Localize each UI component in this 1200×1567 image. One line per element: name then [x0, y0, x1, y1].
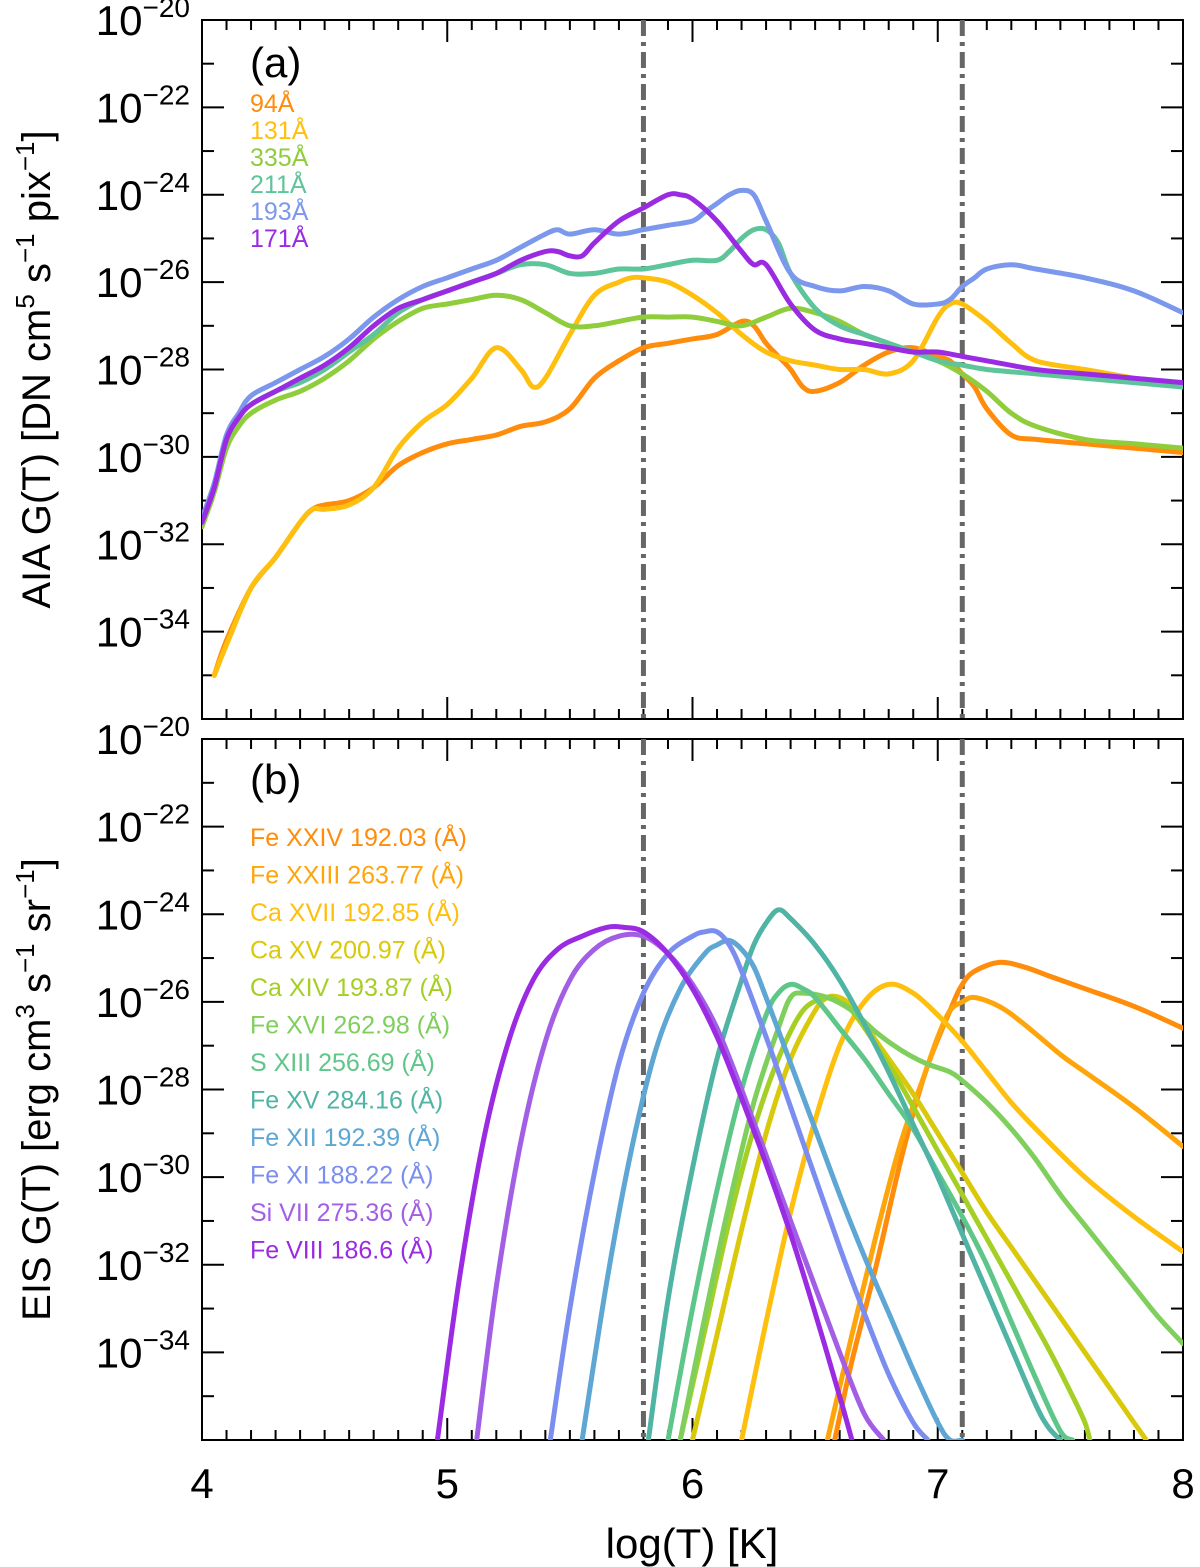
legend-entry: Fe XII 192.39 (Å): [250, 1122, 440, 1152]
y-tick-label: 10−26: [96, 254, 190, 306]
y-tick-label: 10−24: [96, 886, 190, 938]
series-line: [665, 981, 1076, 1440]
y-tick-label: 10−30: [96, 1149, 190, 1201]
y-tick-label: 10−34: [96, 604, 190, 656]
legend-entry: Fe XVI 262.98 (Å): [250, 1010, 450, 1040]
y-tick-label: 10−32: [96, 516, 190, 568]
y-tick-label: 10−22: [96, 799, 190, 851]
y-tick-label: 10−20: [96, 0, 190, 44]
series-group: [202, 187, 1183, 678]
legend-entry: Fe XXIV 192.03 (Å): [250, 822, 467, 852]
series-line: [690, 993, 1149, 1440]
y-tick-label: 10−24: [96, 167, 190, 219]
series-line: [579, 937, 965, 1440]
series-line: [739, 981, 1183, 1440]
legend-entry: Fe VIII 186.6 (Å): [250, 1235, 433, 1265]
x-tick-label: 8: [1171, 1460, 1194, 1507]
y-tick-label: 10−22: [96, 79, 190, 131]
series-line: [547, 928, 931, 1440]
y-tick-label: 10−30: [96, 429, 190, 481]
legend-entry: Ca XVII 192.85 (Å): [250, 897, 460, 927]
y-axis-label: EIS G(T) [erg cm3 s−1 sr−1]: [10, 858, 59, 1321]
legend-entry: 171Å: [250, 223, 309, 253]
x-tick-label: 6: [681, 1460, 704, 1507]
y-tick-label: 10−28: [96, 342, 190, 394]
x-tick-label: 5: [436, 1460, 459, 1507]
x-tick-label: 7: [926, 1460, 949, 1507]
x-axis-label: log(T) [K]: [606, 1520, 779, 1567]
panel-label: (a): [250, 39, 301, 86]
x-tick-label: 4: [190, 1460, 213, 1507]
y-tick-label: 10−32: [96, 1237, 190, 1289]
legend-entry: Ca XV 200.97 (Å): [250, 935, 446, 965]
series-line: [677, 990, 1183, 1440]
legend-entry: Si VII 275.36 (Å): [250, 1197, 433, 1227]
series-line: [202, 292, 1183, 530]
panel-label: (b): [250, 756, 301, 803]
series-line: [202, 187, 1183, 521]
legend-entry: 131Å: [250, 115, 309, 145]
y-axis-label: AIA G(T) [DN cm5 s−1 pix−1]: [10, 130, 59, 608]
y-tick-label: 10−26: [96, 974, 190, 1026]
legend-entry: Fe XV 284.16 (Å): [250, 1085, 443, 1115]
y-tick-label: 10−20: [96, 711, 190, 763]
legend-entry: 94Å: [250, 88, 295, 118]
series-line: [645, 907, 1063, 1440]
series-group: [434, 907, 1183, 1440]
legend-entry: Ca XIV 193.87 (Å): [250, 972, 453, 1002]
panel-b: 10−20 10−22 10−24 10−26 10−28 10−30 10−32 10−34…: [10, 711, 1195, 1507]
series-line: [202, 225, 1183, 525]
series-line: [202, 191, 1183, 525]
panel-a: 10−20 10−22 10−24 10−26 10−28 10−30 10−32 10−34…: [10, 0, 1184, 720]
y-tick-label: 10−28: [96, 1062, 190, 1114]
legend-entry: Fe XXIII 263.77 (Å): [250, 860, 464, 890]
series-line: [824, 994, 1183, 1440]
legend-entry: Fe XI 188.22 (Å): [250, 1160, 433, 1190]
y-tick-label: 10−34: [96, 1324, 190, 1376]
legend-entry: S XIII 256.69 (Å): [250, 1047, 435, 1077]
series-line: [434, 924, 855, 1440]
series-line: [211, 274, 1183, 678]
series-line: [832, 959, 1183, 1440]
legend-entry: 193Å: [250, 196, 309, 226]
legend-entry: 211Å: [250, 169, 307, 199]
legend-entry: 335Å: [250, 142, 309, 172]
